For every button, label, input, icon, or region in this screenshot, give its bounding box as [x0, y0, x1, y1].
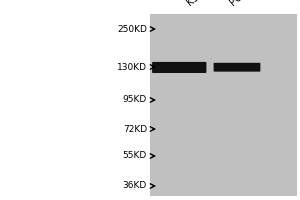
Text: 95KD: 95KD: [123, 96, 147, 104]
Text: 72KD: 72KD: [123, 124, 147, 134]
FancyBboxPatch shape: [152, 62, 206, 73]
Bar: [150, 14, 297, 196]
Text: PC3: PC3: [228, 0, 249, 8]
Text: 36KD: 36KD: [123, 182, 147, 190]
Text: 250KD: 250KD: [117, 24, 147, 33]
Text: K562: K562: [184, 0, 210, 8]
Text: 55KD: 55KD: [123, 152, 147, 160]
Text: 130KD: 130KD: [117, 62, 147, 72]
FancyBboxPatch shape: [214, 63, 260, 72]
